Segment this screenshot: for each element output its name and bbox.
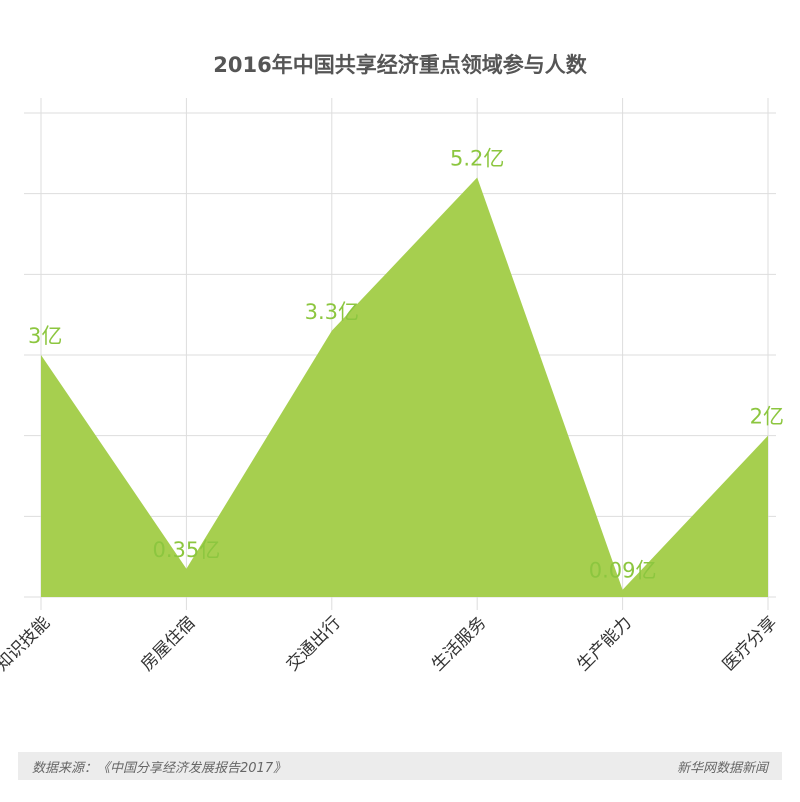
chart-title: 2016年中国共享经济重点领域参与人数	[213, 53, 587, 77]
x-tick-label: 生产能力	[573, 613, 635, 675]
data-labels: 3亿 0.35亿 3.3亿 5.2亿 0.09亿 2亿	[28, 147, 784, 583]
x-tick-label: 房屋住宿	[137, 613, 199, 675]
footer-bar: 数据来源：《中国分享经济发展报告2017》 新华网数据新闻	[18, 752, 782, 780]
source-note: 数据来源：《中国分享经济发展报告2017》	[32, 760, 287, 776]
data-label: 3亿	[28, 324, 62, 348]
area-series	[41, 177, 768, 598]
x-tick-label: 知识技能	[0, 613, 54, 675]
data-label: 0.09亿	[589, 559, 657, 583]
x-tick-label: 生活服务	[428, 613, 490, 675]
x-axis-tick-labels: 知识技能 房屋住宿 交通出行 生活服务 生产能力 医疗分享	[0, 613, 781, 675]
x-tick-label: 交通出行	[283, 613, 345, 675]
data-label: 3.3亿	[305, 300, 359, 324]
brand-label: 新华网数据新闻	[676, 760, 768, 776]
data-label: 5.2亿	[450, 147, 504, 171]
data-label: 2亿	[750, 405, 784, 429]
x-tick-label: 医疗分享	[719, 613, 781, 675]
data-label: 0.35亿	[153, 538, 221, 562]
